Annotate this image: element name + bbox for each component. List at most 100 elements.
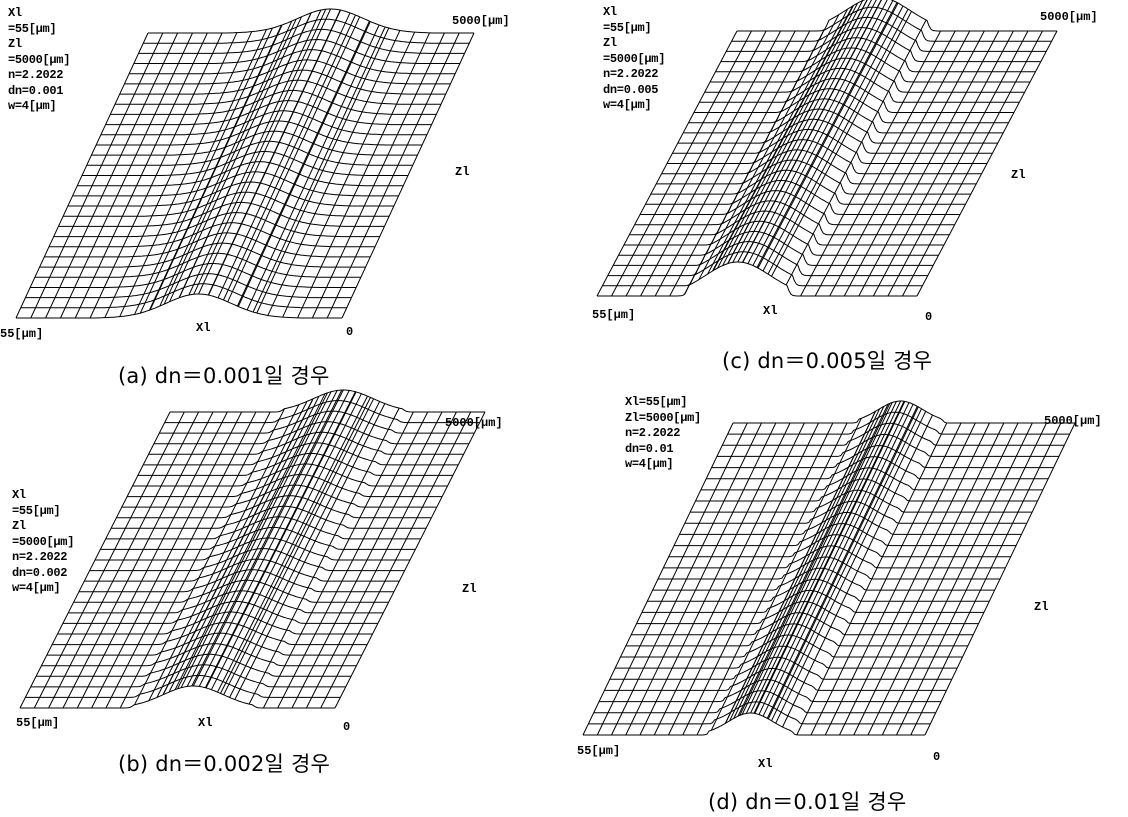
mesh-line-x-6 <box>104 32 238 318</box>
mesh-ridge-line <box>159 20 293 307</box>
caption-d: (d) dn＝0.01일 경우 <box>708 790 907 814</box>
mesh-ridge-line <box>169 16 302 303</box>
mesh-line-x-15 <box>237 21 371 307</box>
mesh-line-x-15 <box>796 422 948 736</box>
mesh-line-x-9 <box>710 418 862 731</box>
mesh-ridge-line <box>722 0 864 266</box>
axis-z-label-a: Zl <box>455 165 470 179</box>
mesh-line-x-12 <box>753 401 905 714</box>
mesh-line-x-7 <box>682 422 834 736</box>
mesh-line-x-19 <box>297 32 430 319</box>
mesh-line-x-7 <box>698 14 840 280</box>
param-w: w=4[μm] <box>12 581 61 595</box>
mesh-line-x-17 <box>262 411 414 709</box>
mesh-ridge-line <box>186 390 338 687</box>
mesh-line-x-2 <box>48 411 200 709</box>
mesh-line-x-1 <box>611 30 752 297</box>
mesh-ridge-line <box>732 0 872 263</box>
mesh-line-x-4 <box>639 422 791 736</box>
mesh-line-x-16 <box>248 407 400 705</box>
mesh-ridge-line <box>754 401 906 714</box>
mesh-line-x-24 <box>924 422 1076 736</box>
param-w: w=4[μm] <box>625 457 674 471</box>
mesh-line-x-21 <box>902 30 1043 297</box>
mesh-line-x-18 <box>858 30 1000 297</box>
param-zl: Zl =5000[μm] <box>603 36 666 66</box>
mesh-ridge-line <box>217 395 368 693</box>
mesh-line-x-17 <box>824 422 976 736</box>
param-dn: dn=0.002 <box>12 565 68 580</box>
mesh-line-x-11 <box>177 392 328 690</box>
mesh-line-x-3 <box>60 32 193 319</box>
mesh-line-x-18 <box>277 411 429 709</box>
mesh-ridge-line <box>217 12 351 299</box>
param-zl: Zl =5000[μm] <box>8 37 71 67</box>
param-zl: Zl =5000[μm] <box>12 519 75 549</box>
param-xl: Xl =55[μm] <box>12 488 61 518</box>
mesh-line-x-16 <box>252 26 386 313</box>
mesh-line-x-0 <box>582 422 734 736</box>
mesh-line-x-10 <box>163 18 297 305</box>
mesh-line-x-9 <box>148 24 282 311</box>
mesh-line-x-14 <box>220 397 371 694</box>
mesh-ridge-line <box>180 391 332 688</box>
mesh-line-x-13 <box>767 406 919 720</box>
axis-x-right-b: 0 <box>343 720 351 734</box>
mesh-line-x-1 <box>30 32 164 319</box>
mesh-line-x-6 <box>668 422 819 736</box>
params-d: Xl=55[μm] Zl=5000[μm] n=2.2022 dn=0.01 w… <box>625 395 701 473</box>
mesh-ridge-line <box>737 403 889 717</box>
mesh-line-x-6 <box>683 29 825 295</box>
mesh-line-x-22 <box>896 422 1047 736</box>
mesh-line-x-2 <box>611 422 762 736</box>
axis-far-label-c: 5000[μm] <box>1040 10 1098 24</box>
mesh-line-x-4 <box>74 32 208 319</box>
mesh-line-x-8 <box>696 422 848 736</box>
mesh-line-x-5 <box>653 422 805 736</box>
mesh-ridge-line <box>223 398 375 696</box>
mesh-line-x-7 <box>119 411 271 709</box>
mesh-ridge-line <box>757 2 899 269</box>
mesh-ridge-line <box>766 406 918 719</box>
axis-x-mid-d: Xl <box>758 757 773 771</box>
param-w: w=4[μm] <box>603 98 652 112</box>
param-zl: Zl=5000[μm] <box>625 410 701 425</box>
mesh-line-x-13 <box>785 19 927 286</box>
mesh-ridge-line <box>747 0 888 264</box>
mesh-ridge-line <box>741 402 893 715</box>
param-n: n=2.2022 <box>603 67 659 81</box>
mesh-ridge-line <box>727 0 868 264</box>
mesh-line-x-14 <box>800 30 942 297</box>
mesh-ridge-line <box>737 0 877 263</box>
mesh-line-x-20 <box>887 30 1029 297</box>
mesh-line-x-22 <box>916 30 1058 297</box>
mesh-line-x-0 <box>596 30 738 297</box>
mesh-line-x-21 <box>326 32 460 319</box>
axis-z-label-d: Zl <box>1034 600 1049 614</box>
axis-x-left-c: 55[μm] <box>592 308 636 322</box>
mesh-ridge-line <box>149 24 283 311</box>
mesh-ridge-line <box>752 0 894 266</box>
mesh-line-x-22 <box>341 32 475 319</box>
mesh-line-x-4 <box>76 411 228 709</box>
mesh-line-x-12 <box>771 11 912 277</box>
mesh-ridge-line <box>156 401 308 698</box>
mesh-line-x-20 <box>311 32 445 319</box>
mesh-ridge-line <box>188 9 322 296</box>
mesh-ridge-line <box>758 402 910 715</box>
mesh-line-x-15 <box>234 403 386 700</box>
mesh-line-x-0 <box>15 32 149 319</box>
mesh-ridge-line <box>775 411 927 724</box>
axis-far-label-d: 5000[μm] <box>1044 414 1102 428</box>
mesh-ridge-line <box>712 5 854 272</box>
params-c: Xl =55[μm] Zl =5000[μm] n=2.2022 dn=0.00… <box>603 5 665 114</box>
axis-x-mid-a: Xl <box>196 321 211 335</box>
mesh-line-x-21 <box>881 422 1033 736</box>
mesh-ridge-line <box>162 398 314 696</box>
mesh-line-x-2 <box>625 30 767 297</box>
axis-z-label-c: Zl <box>1011 168 1026 182</box>
mesh-line-x-9 <box>148 404 300 701</box>
mesh-line-x-1 <box>33 411 185 709</box>
